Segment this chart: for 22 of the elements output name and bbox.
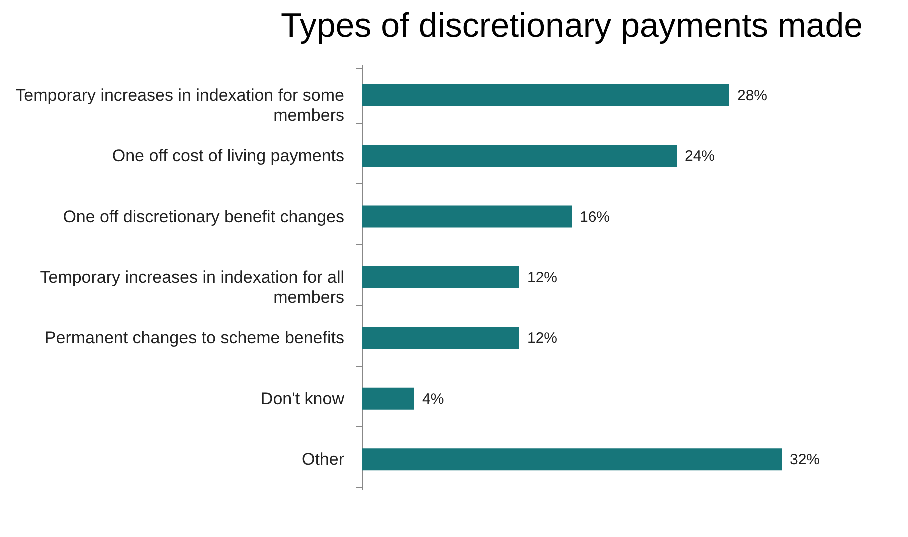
data-label: 12% (528, 330, 558, 348)
y-tick-label: One off discretionary benefit changes (63, 207, 344, 226)
chart-title: Types of discretionary payments made (280, 7, 864, 45)
bar (362, 206, 572, 228)
y-tick-label: Other (302, 450, 345, 470)
bar (362, 84, 730, 106)
y-tick-label: One off cost of living payments (112, 146, 344, 166)
data-label: 24% (685, 148, 716, 166)
bar (362, 266, 520, 288)
y-tick-label: Temporary increases in indexation for some members (16, 86, 344, 125)
y-tick-label: Permanent changes to scheme benefits (44, 328, 344, 348)
data-label: 4% (422, 390, 444, 408)
y-tick-label: Temporary increases in indexation for all members (40, 268, 344, 307)
bar (362, 388, 414, 410)
data-label: 16% (580, 208, 610, 226)
bar (362, 327, 520, 350)
bar (362, 448, 782, 471)
y-tick-label: Don't know (260, 389, 346, 408)
data-label: 32% (790, 452, 820, 469)
data-label: 28% (738, 87, 768, 104)
bar (362, 145, 677, 168)
data-label: 12% (528, 270, 558, 286)
